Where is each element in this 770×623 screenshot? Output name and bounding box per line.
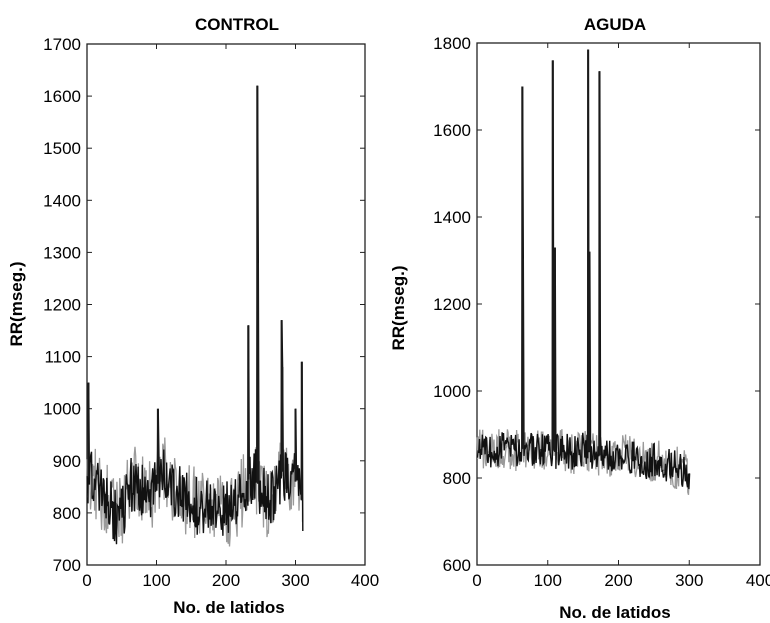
aguda-x-axis-label: No. de latidos xyxy=(559,603,670,622)
control-y-tick-label: 1600 xyxy=(43,87,81,106)
aguda-y-tick-label: 600 xyxy=(443,556,471,575)
control-y-tick-label: 1200 xyxy=(43,296,81,315)
aguda-x-tick-label: 400 xyxy=(746,571,770,590)
control-y-tick-label: 1300 xyxy=(43,243,81,262)
control-panel: CONTROL No. de latidos RR(mseg.) 700 800 9… xyxy=(7,15,379,617)
aguda-y-tick-label: 1600 xyxy=(433,121,471,140)
aguda-y-tick-label: 1800 xyxy=(433,34,471,53)
control-y-tick-label: 1000 xyxy=(43,400,81,419)
control-x-tick-label: 400 xyxy=(351,571,379,590)
aguda-plot-frame xyxy=(477,43,760,565)
aguda-y-axis-label: RR(mseg.) xyxy=(389,265,408,350)
control-x-tick-label: 300 xyxy=(281,571,309,590)
aguda-y-tick-label: 1000 xyxy=(433,382,471,401)
control-y-axis-label: RR(mseg.) xyxy=(7,261,26,346)
control-y-tick-label: 700 xyxy=(53,556,81,575)
control-y-tick-label: 1700 xyxy=(43,35,81,54)
control-y-tick-label: 1400 xyxy=(43,191,81,210)
aguda-y-tick-label: 800 xyxy=(443,469,471,488)
control-y-tick-label: 1100 xyxy=(44,348,81,367)
control-x-tick-label: 100 xyxy=(142,571,170,590)
aguda-x-tick-label: 100 xyxy=(534,571,562,590)
aguda-y-tick-label: 1400 xyxy=(433,208,471,227)
aguda-rr-series xyxy=(477,50,689,490)
aguda-title: AGUDA xyxy=(584,15,646,34)
aguda-plot-area: 600 800 1000 1200 1400 1600 1800 0 100 200 300 400 xyxy=(433,34,770,590)
control-x-tick-label: 200 xyxy=(212,571,240,590)
aguda-panel: AGUDA No. de latidos RR(mseg.) 600 800 100… xyxy=(389,15,770,622)
control-y-tick-label: 900 xyxy=(53,452,81,471)
control-x-tick-label: 0 xyxy=(82,571,91,590)
control-y-tick-label: 1500 xyxy=(43,139,81,158)
aguda-y-tick-label: 1200 xyxy=(433,295,471,314)
aguda-x-tick-label: 0 xyxy=(472,571,481,590)
aguda-rr-series-light xyxy=(477,50,689,495)
aguda-x-tick-label: 300 xyxy=(675,571,703,590)
control-title: CONTROL xyxy=(195,15,279,34)
control-x-axis-label: No. de latidos xyxy=(173,598,284,617)
control-plot-area: 7008009001000110012001300140015001600170… xyxy=(43,35,379,590)
control-rr-series-light xyxy=(87,86,303,547)
control-y-tick-label: 800 xyxy=(53,504,81,523)
aguda-x-tick-label: 200 xyxy=(604,571,632,590)
